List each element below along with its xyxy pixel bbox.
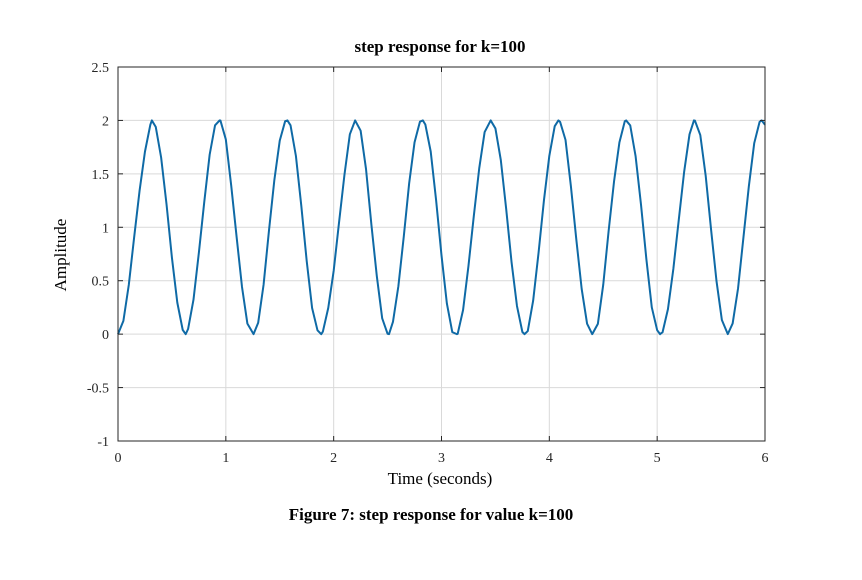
chart-title: step response for k=100 bbox=[354, 37, 525, 56]
y-tick-label: 2 bbox=[102, 114, 109, 129]
y-axis-label: Amplitude bbox=[51, 219, 70, 292]
x-axis-label: Time (seconds) bbox=[388, 469, 493, 488]
grid-lines bbox=[117, 66, 766, 442]
y-tick-label: 0.5 bbox=[92, 275, 110, 290]
y-tick-label: 1 bbox=[102, 221, 109, 236]
y-tick-label: 0 bbox=[102, 328, 109, 343]
axes bbox=[117, 66, 766, 442]
tick-labels: 0 1 2 3 4 5 6 -1 -0.5 0 0.5 1 1.5 2 2.5 bbox=[87, 61, 769, 466]
y-tick-label: 2.5 bbox=[92, 61, 110, 76]
x-tick-label: 1 bbox=[222, 451, 229, 466]
series-line bbox=[117, 119, 766, 336]
x-tick-label: 3 bbox=[438, 451, 445, 466]
y-tick-label: -0.5 bbox=[87, 382, 109, 397]
plot-area bbox=[117, 119, 766, 336]
x-tick-label: 2 bbox=[330, 451, 337, 466]
figure-caption: Figure 7: step response for value k=100 bbox=[288, 505, 574, 524]
x-tick-label: 6 bbox=[762, 451, 769, 466]
y-tick-label: -1 bbox=[97, 435, 109, 450]
x-tick-label: 0 bbox=[115, 451, 122, 466]
x-tick-label: 5 bbox=[654, 451, 661, 466]
x-tick-label: 4 bbox=[546, 451, 553, 466]
y-tick-label: 1.5 bbox=[92, 168, 110, 183]
